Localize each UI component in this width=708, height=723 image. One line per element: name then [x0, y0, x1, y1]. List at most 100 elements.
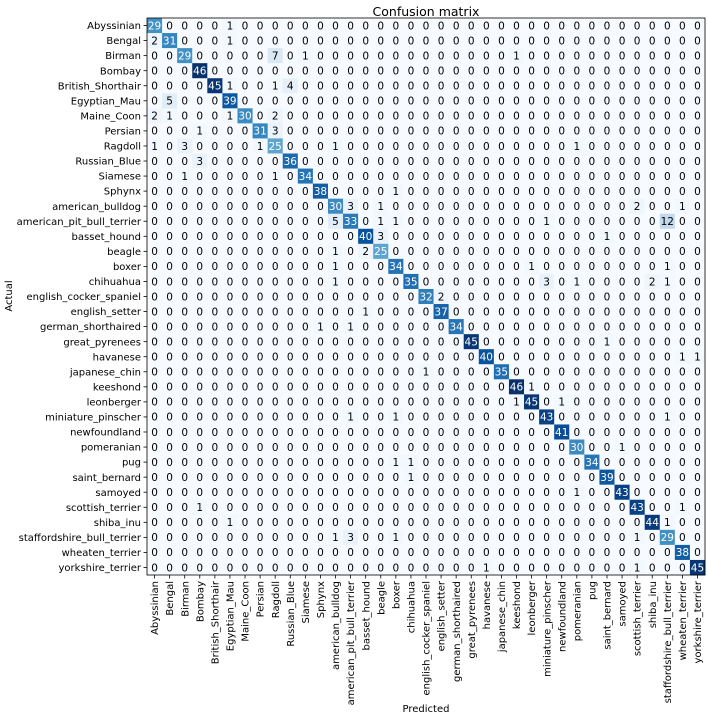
cell-value: 0: [619, 246, 626, 258]
cell-value: 0: [498, 562, 505, 574]
x-tick-label: newfoundland: [557, 581, 568, 652]
heatmap-cell: [252, 484, 269, 501]
heatmap-cell: [478, 559, 495, 576]
heatmap-cells: [147, 18, 706, 576]
heatmap-cell: [343, 33, 359, 49]
x-tick-label: pug: [587, 581, 598, 600]
cell-value: 1: [573, 276, 580, 288]
heatmap-cell: [478, 454, 495, 471]
cell-value: 0: [604, 442, 611, 454]
heatmap-cell: [192, 529, 208, 546]
cell-value: 0: [362, 442, 369, 454]
cell-value: 0: [453, 532, 460, 544]
heatmap-cell: [207, 168, 223, 184]
heatmap-cell: [162, 228, 178, 245]
cell-value: 0: [181, 457, 188, 469]
heatmap-cell: [463, 499, 480, 516]
cell-value: 1: [227, 20, 234, 32]
cell-value: 0: [604, 412, 611, 424]
cell-value: 0: [589, 382, 596, 394]
heatmap-cell: [297, 228, 314, 245]
heatmap-cell: [252, 48, 269, 64]
heatmap-cell: [508, 228, 525, 245]
cell-value: 1: [332, 261, 339, 273]
cell-value: 0: [227, 487, 234, 499]
cell-value: 0: [543, 171, 550, 183]
cell-value: 0: [664, 35, 671, 47]
cell-value: 0: [257, 517, 264, 529]
heatmap-cell: [267, 514, 284, 531]
heatmap-cell: [644, 364, 661, 380]
cell-value: 0: [498, 141, 505, 153]
heatmap-cell: [358, 33, 374, 49]
cell-value: 0: [347, 547, 354, 559]
cell-value: 0: [317, 126, 324, 138]
cell-value: 0: [438, 171, 445, 183]
heatmap-cell: [403, 379, 419, 395]
heatmap-cell: [629, 484, 646, 501]
heatmap-cell: [418, 123, 434, 139]
cell-value: 0: [242, 141, 249, 153]
heatmap-cell: [162, 78, 178, 94]
cell-value: 0: [257, 382, 264, 394]
cell-value: 0: [362, 382, 369, 394]
heatmap-cell: [267, 78, 284, 94]
heatmap-cell: [388, 514, 404, 531]
cell-value: 0: [604, 367, 611, 379]
cell-value: 0: [604, 111, 611, 123]
heatmap-cell: [629, 48, 646, 64]
heatmap-cell: [644, 304, 661, 320]
heatmap-cell: [373, 288, 389, 305]
cell-value: 0: [181, 472, 188, 484]
cell-value: 0: [634, 96, 641, 108]
cell-value: 0: [589, 397, 596, 409]
cell-value: 0: [272, 442, 279, 454]
cell-value: 0: [362, 412, 369, 424]
heatmap-cell: [448, 228, 465, 245]
heatmap-cell: [493, 288, 510, 305]
cell-value: 0: [392, 487, 399, 499]
cell-value: 0: [423, 201, 430, 213]
heatmap-cell: [147, 529, 163, 546]
heatmap-cell: [554, 288, 570, 305]
heatmap-cell: [222, 349, 238, 365]
heatmap-cell: [524, 93, 540, 109]
heatmap-cell: [659, 349, 676, 365]
heatmap-cell: [267, 319, 284, 335]
cell-value: 0: [528, 186, 535, 198]
cell-value: 0: [604, 141, 611, 153]
heatmap-cell: [614, 123, 630, 139]
cell-value: 0: [362, 276, 369, 288]
heatmap-cell: [358, 454, 374, 471]
heatmap-cell: [192, 409, 208, 425]
heatmap-cell: [162, 529, 178, 546]
cell-value: 0: [392, 126, 399, 138]
heatmap-cell: [327, 484, 344, 501]
cell-value: 0: [573, 472, 580, 484]
heatmap-cell: [569, 78, 585, 94]
heatmap-cell: [222, 153, 238, 169]
cell-value: 0: [694, 276, 701, 288]
cell-value: 0: [362, 352, 369, 364]
cell-value: 0: [543, 336, 550, 348]
heatmap-cell: [524, 33, 540, 49]
cell-value: 0: [483, 126, 490, 138]
cell-value: 0: [257, 306, 264, 318]
heatmap-cell: [177, 379, 193, 395]
cell-value: 0: [166, 20, 173, 32]
heatmap-cell: [162, 319, 178, 335]
y-tick-label: american_bulldog: [52, 202, 141, 213]
heatmap-cell: [539, 48, 555, 64]
heatmap-cell: [629, 499, 646, 516]
cell-value: 0: [573, 547, 580, 559]
cell-value: 0: [453, 306, 460, 318]
heatmap-cell: [478, 529, 495, 546]
heatmap-cell: [147, 409, 163, 425]
heatmap-cell: [659, 123, 676, 139]
heatmap-cell: [448, 544, 465, 561]
heatmap-cell: [478, 63, 495, 79]
cell-value: 0: [408, 81, 415, 93]
cell-value: 0: [332, 81, 339, 93]
heatmap-cell: [343, 93, 359, 109]
cell-value: 0: [181, 20, 188, 32]
